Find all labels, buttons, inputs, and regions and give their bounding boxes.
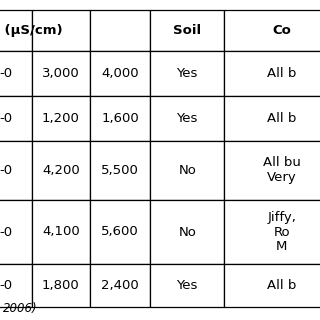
Text: 1,600: 1,600 xyxy=(101,112,139,125)
Text: No: No xyxy=(178,226,196,238)
Bar xyxy=(90,51,150,96)
Text: All b: All b xyxy=(267,279,296,292)
Text: 4,200: 4,200 xyxy=(42,164,80,177)
Text: 2,400: 2,400 xyxy=(101,279,139,292)
Bar xyxy=(90,10,150,51)
Text: 2006): 2006) xyxy=(3,302,38,315)
Bar xyxy=(0,96,32,141)
Bar xyxy=(90,96,150,141)
Text: Co: Co xyxy=(272,24,291,37)
Bar xyxy=(90,264,150,307)
Bar xyxy=(32,96,90,141)
Bar xyxy=(224,96,320,141)
Text: 5,500: 5,500 xyxy=(101,164,139,177)
Bar xyxy=(224,264,320,307)
Text: 1,800: 1,800 xyxy=(42,279,80,292)
Text: -0: -0 xyxy=(0,112,13,125)
Bar xyxy=(32,10,90,51)
Text: 5,600: 5,600 xyxy=(101,226,139,238)
Bar xyxy=(32,264,90,307)
Bar xyxy=(90,200,150,264)
Bar xyxy=(0,10,32,51)
Bar xyxy=(0,200,32,264)
Text: Yes: Yes xyxy=(177,112,198,125)
Text: 4,000: 4,000 xyxy=(101,67,139,80)
Text: 4,100: 4,100 xyxy=(42,226,80,238)
Text: -0: -0 xyxy=(0,226,13,238)
Bar xyxy=(0,51,32,96)
Text: Jiffy,
Ro
M: Jiffy, Ro M xyxy=(267,211,296,253)
Text: -0: -0 xyxy=(0,164,13,177)
Text: -0: -0 xyxy=(0,67,13,80)
Text: 3,000: 3,000 xyxy=(42,67,80,80)
Bar xyxy=(224,141,320,200)
Bar xyxy=(150,141,224,200)
Bar xyxy=(0,141,32,200)
Text: All bu
Very: All bu Very xyxy=(263,156,300,184)
Bar xyxy=(0,264,32,307)
Bar xyxy=(32,141,90,200)
Bar xyxy=(224,200,320,264)
Text: 1,200: 1,200 xyxy=(42,112,80,125)
Text: Yes: Yes xyxy=(177,67,198,80)
Bar xyxy=(32,200,90,264)
Bar xyxy=(150,200,224,264)
Bar xyxy=(224,10,320,51)
Text: No: No xyxy=(178,164,196,177)
Bar xyxy=(90,141,150,200)
Text: Yes: Yes xyxy=(177,279,198,292)
Bar xyxy=(150,10,224,51)
Bar xyxy=(32,51,90,96)
Text: Soil: Soil xyxy=(173,24,201,37)
Bar xyxy=(150,96,224,141)
Text: All b: All b xyxy=(267,112,296,125)
Bar xyxy=(150,51,224,96)
Text: -0: -0 xyxy=(0,279,13,292)
Text: All b: All b xyxy=(267,67,296,80)
Bar xyxy=(150,264,224,307)
Bar xyxy=(224,51,320,96)
Text: adings (μS/cm): adings (μS/cm) xyxy=(0,24,63,37)
